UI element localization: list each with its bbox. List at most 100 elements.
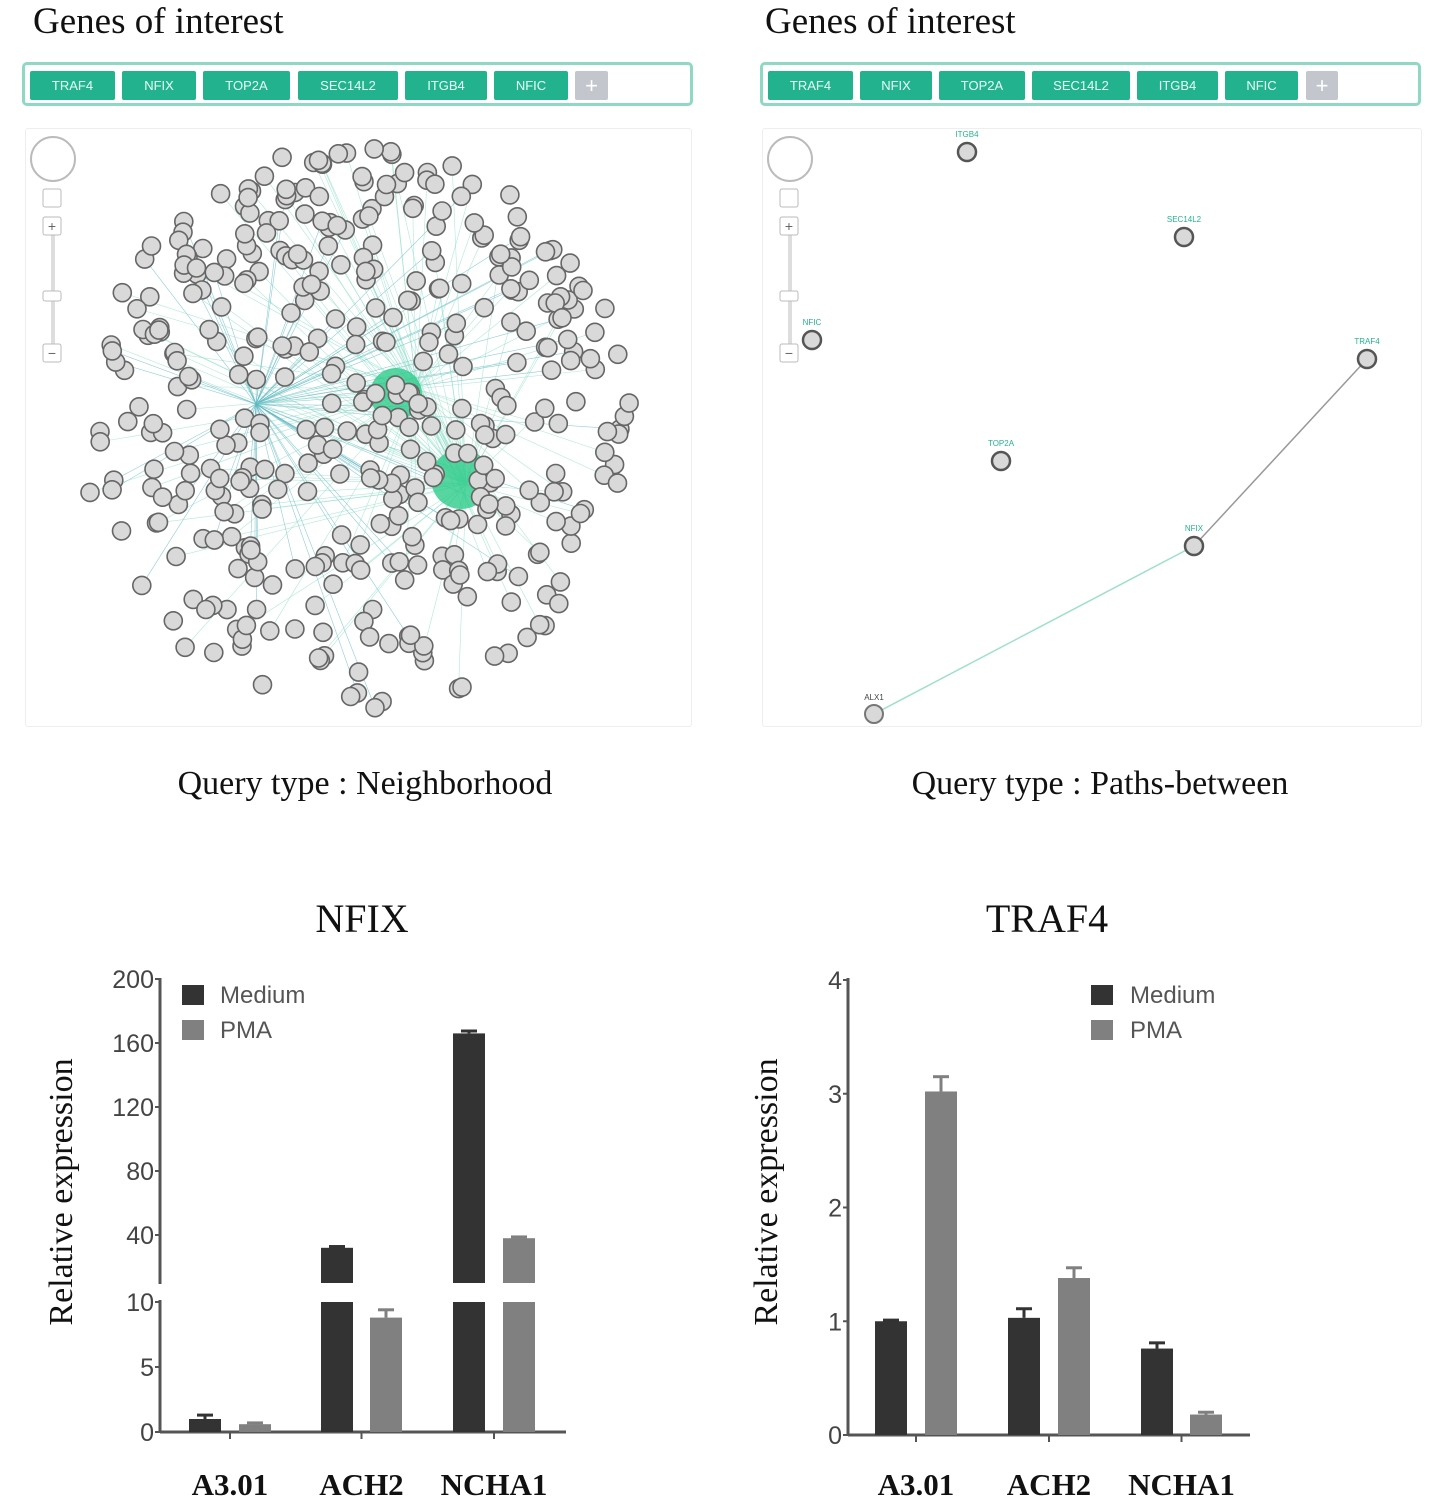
network-node (474, 425, 495, 445)
network-canvas[interactable]: ITGB4 SEC14L2 NFIC TRAF4 TOP2A NFIX ALX1… (763, 129, 1421, 726)
network-node (118, 411, 138, 432)
network-node (299, 342, 320, 362)
y-tick-label: 120 (112, 1094, 154, 1122)
network-node (176, 399, 197, 420)
network-node (132, 575, 152, 596)
y-tick-label: 1 (828, 1308, 842, 1336)
network-node (501, 312, 521, 332)
gene-chip-nfix[interactable]: NFIX (860, 71, 932, 100)
network-node-itgb4[interactable]: ITGB4 (955, 130, 979, 163)
network-edge (201, 289, 467, 485)
network-node-alx1[interactable]: ALX1 (864, 693, 884, 724)
network-node (228, 558, 248, 579)
network-node (507, 207, 528, 227)
network-view-paths-between[interactable]: ITGB4 SEC14L2 NFIC TRAF4 TOP2A NFIX ALX1… (762, 128, 1422, 727)
gene-chip-itgb4[interactable]: ITGB4 (1137, 71, 1218, 100)
network-node-top2a[interactable]: TOP2A (988, 439, 1015, 472)
network-node (285, 559, 306, 579)
fit-icon[interactable] (42, 188, 62, 208)
zoom-out-icon[interactable]: − (48, 345, 56, 361)
network-node (272, 336, 293, 356)
network-node (580, 348, 601, 369)
network-node (330, 464, 350, 484)
gene-chip-nfic[interactable]: NFIC (494, 71, 568, 100)
network-node (331, 525, 352, 545)
network-edge (255, 403, 400, 563)
network-node (143, 413, 164, 434)
gene-chip-sec14l2[interactable]: SEC14L2 (298, 71, 398, 100)
svg-text:SEC14L2: SEC14L2 (1167, 215, 1202, 224)
network-node (442, 156, 463, 176)
network-edge (262, 483, 467, 510)
network-canvas[interactable]: +− (26, 129, 691, 726)
legend-swatch-pma (182, 1020, 204, 1040)
network-node (308, 648, 329, 668)
network-node (238, 187, 258, 208)
gene-chip-sec14l2[interactable]: SEC14L2 (1032, 71, 1130, 100)
network-node (451, 273, 472, 294)
zoom-in-icon[interactable] (779, 216, 799, 236)
network-node (102, 341, 123, 361)
bar-medium (453, 1302, 485, 1432)
bar-medium (321, 1302, 353, 1432)
network-node (144, 459, 164, 480)
network-node (164, 441, 185, 462)
network-node (234, 273, 254, 294)
network-node-traf4[interactable]: TRAF4 (1354, 337, 1380, 370)
zoom-in-icon[interactable] (42, 216, 62, 236)
zoom-slider-icon[interactable] (51, 225, 55, 355)
network-node (479, 494, 499, 514)
zoom-out-icon[interactable]: − (785, 345, 793, 361)
network-node (619, 393, 639, 413)
network-node (175, 637, 195, 658)
network-edge (111, 403, 257, 491)
add-gene-button[interactable]: + (575, 71, 608, 100)
zoom-out-icon[interactable] (42, 343, 62, 363)
zoom-slider-handle[interactable] (42, 290, 62, 302)
gene-chip-traf4[interactable]: TRAF4 (768, 71, 853, 100)
network-node (250, 422, 270, 443)
network-node-nfic[interactable]: NFIC (801, 318, 823, 351)
network-node (545, 463, 566, 484)
network-node (274, 367, 295, 387)
svg-text:TRAF4: TRAF4 (1354, 337, 1380, 346)
network-node (607, 473, 628, 493)
zoom-slider-handle[interactable] (779, 290, 799, 302)
y-axis-label: Relative expression (43, 1058, 80, 1325)
gene-chip-nfix[interactable]: NFIX (122, 71, 196, 100)
gene-chip-top2a[interactable]: TOP2A (939, 71, 1025, 100)
fit-icon[interactable] (779, 188, 799, 208)
zoom-out-icon[interactable] (779, 343, 799, 363)
gene-list: TRAF4 NFIX TOP2A SEC14L2 ITGB4 NFIC + (760, 62, 1421, 106)
network-edge (255, 229, 346, 405)
network-node (530, 492, 551, 513)
gene-chip-nfic[interactable]: NFIC (1225, 71, 1298, 100)
network-node (214, 501, 234, 522)
y-tick-label: 40 (126, 1222, 154, 1250)
zoom-in-icon[interactable]: + (48, 218, 56, 234)
network-node (346, 373, 367, 393)
gene-chip-top2a[interactable]: TOP2A (203, 71, 290, 100)
network-node (507, 352, 527, 373)
y-axis-label: Relative expression (748, 1058, 785, 1325)
network-edge (415, 369, 596, 390)
network-node (204, 262, 225, 283)
network-node (360, 468, 381, 488)
zoom-slider-icon[interactable] (788, 225, 792, 355)
network-view-neighborhood[interactable]: + − (25, 128, 692, 727)
network-node (438, 344, 459, 364)
add-gene-button[interactable]: + (1306, 71, 1338, 100)
network-node-nfix[interactable]: NFIX (1183, 524, 1205, 557)
svg-text:ALX1: ALX1 (864, 693, 884, 702)
gene-chip-itgb4[interactable]: ITGB4 (405, 71, 487, 100)
pan-control-icon[interactable] (30, 136, 76, 182)
network-node (529, 614, 550, 635)
network-node-sec14l2[interactable]: SEC14L2 (1167, 215, 1202, 248)
gene-chip-traf4[interactable]: TRAF4 (30, 71, 115, 100)
network-node (457, 586, 478, 607)
network-node (102, 479, 122, 500)
pan-control-icon[interactable] (767, 136, 813, 182)
zoom-in-icon[interactable]: + (785, 218, 793, 234)
network-node (235, 224, 255, 244)
network-node (322, 439, 343, 460)
